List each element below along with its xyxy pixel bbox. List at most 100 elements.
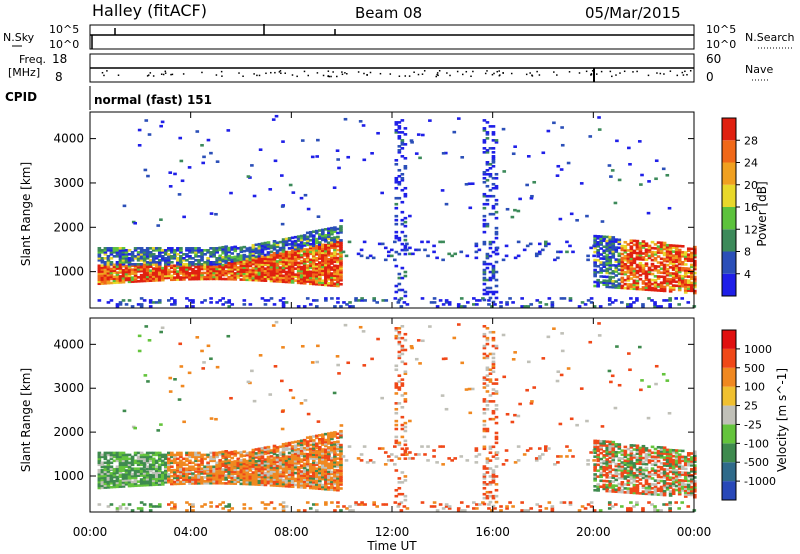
power-cell — [251, 272, 256, 276]
velocity-cell — [336, 483, 340, 486]
power-cell — [272, 303, 277, 306]
velocity-cell — [293, 448, 298, 452]
velocity-cell — [336, 486, 340, 490]
power-cell — [623, 256, 628, 260]
power-cell — [403, 252, 408, 256]
power-cell — [311, 264, 316, 268]
power-cell — [599, 269, 603, 272]
power-cell — [287, 239, 292, 242]
power-cell — [97, 268, 102, 272]
nave-point — [341, 71, 343, 73]
velocity-cell — [568, 449, 572, 452]
velocity-cell — [360, 501, 364, 504]
power-cell — [485, 168, 490, 172]
power-cell — [686, 301, 691, 304]
velocity-cell — [311, 445, 316, 448]
power-cell — [403, 133, 408, 136]
power-cell — [311, 272, 316, 276]
power-cell — [272, 275, 277, 279]
power-cell — [665, 251, 670, 255]
power-cell — [629, 247, 634, 250]
power-cell — [569, 212, 574, 216]
power-cell — [275, 251, 280, 254]
velocity-cell — [203, 457, 207, 461]
nave-point — [103, 74, 105, 77]
power-cell — [290, 279, 295, 282]
power-cell — [336, 252, 340, 256]
velocity-cell — [133, 484, 138, 488]
velocity-cell — [163, 469, 168, 472]
velocity-cell — [191, 482, 195, 485]
velocity-cell — [544, 447, 548, 450]
power-cell — [151, 273, 156, 276]
velocity-cell — [272, 468, 277, 471]
velocity-cell — [299, 460, 304, 463]
power-cell — [680, 262, 685, 266]
velocity-cell — [620, 480, 625, 484]
power-cell — [269, 244, 274, 248]
velocity-cell — [321, 475, 325, 479]
velocity-cell — [336, 488, 340, 492]
velocity-cell — [209, 481, 213, 485]
power-cell — [641, 282, 646, 285]
velocity-cell — [620, 457, 625, 460]
power-cell — [290, 242, 295, 246]
power-cell — [236, 247, 241, 250]
power-cell — [397, 168, 402, 172]
velocity-cell — [251, 463, 256, 466]
power-cell — [200, 273, 204, 277]
velocity-cell — [103, 451, 108, 455]
velocity-cell — [269, 482, 274, 485]
velocity-cell — [608, 466, 613, 469]
power-cell — [118, 263, 123, 266]
power-cell — [157, 255, 162, 258]
power-cell — [333, 305, 337, 308]
velocity-cell — [623, 463, 628, 466]
power-cell — [617, 284, 622, 288]
power-cell — [145, 251, 150, 254]
power-cell — [380, 242, 385, 246]
velocity-cell — [321, 458, 325, 461]
velocity-cell — [593, 477, 597, 480]
power-cell — [112, 247, 117, 250]
power-cell — [488, 242, 493, 246]
power-cell — [106, 277, 111, 281]
power-cell — [278, 276, 283, 279]
velocity-cell — [160, 471, 165, 474]
velocity-cell — [112, 455, 117, 459]
power-cell — [157, 301, 162, 304]
velocity-cell — [623, 459, 628, 463]
power-cell — [534, 254, 539, 258]
power-cell — [215, 267, 219, 271]
power-cell — [266, 265, 271, 269]
power-cell — [375, 301, 380, 304]
power-cell — [692, 281, 697, 285]
nave-point — [676, 74, 679, 77]
power-cell — [239, 268, 244, 271]
power-cell — [251, 258, 256, 262]
power-cell — [209, 277, 213, 281]
power-cell — [224, 265, 229, 269]
velocity-cell — [482, 407, 487, 411]
power-cell — [197, 275, 201, 279]
velocity-cell — [272, 480, 277, 483]
power-cell — [109, 249, 114, 252]
velocity-cell — [290, 471, 295, 475]
velocity-cell — [605, 468, 610, 471]
velocity-cell — [632, 471, 637, 475]
velocity-cell — [272, 444, 277, 448]
velocity-cell — [221, 460, 225, 464]
velocity-cell — [227, 455, 232, 458]
power-cell — [485, 198, 490, 202]
velocity-cell — [103, 461, 108, 465]
power-cell — [677, 252, 682, 256]
power-cell — [394, 131, 399, 134]
velocity-cell — [330, 464, 334, 468]
power-cell — [397, 131, 402, 134]
velocity-cell — [118, 485, 123, 488]
velocity-cell — [333, 455, 337, 458]
power-cell — [299, 253, 304, 257]
power-cell — [324, 257, 328, 261]
power-cell — [330, 272, 334, 275]
velocity-cell — [635, 462, 640, 465]
